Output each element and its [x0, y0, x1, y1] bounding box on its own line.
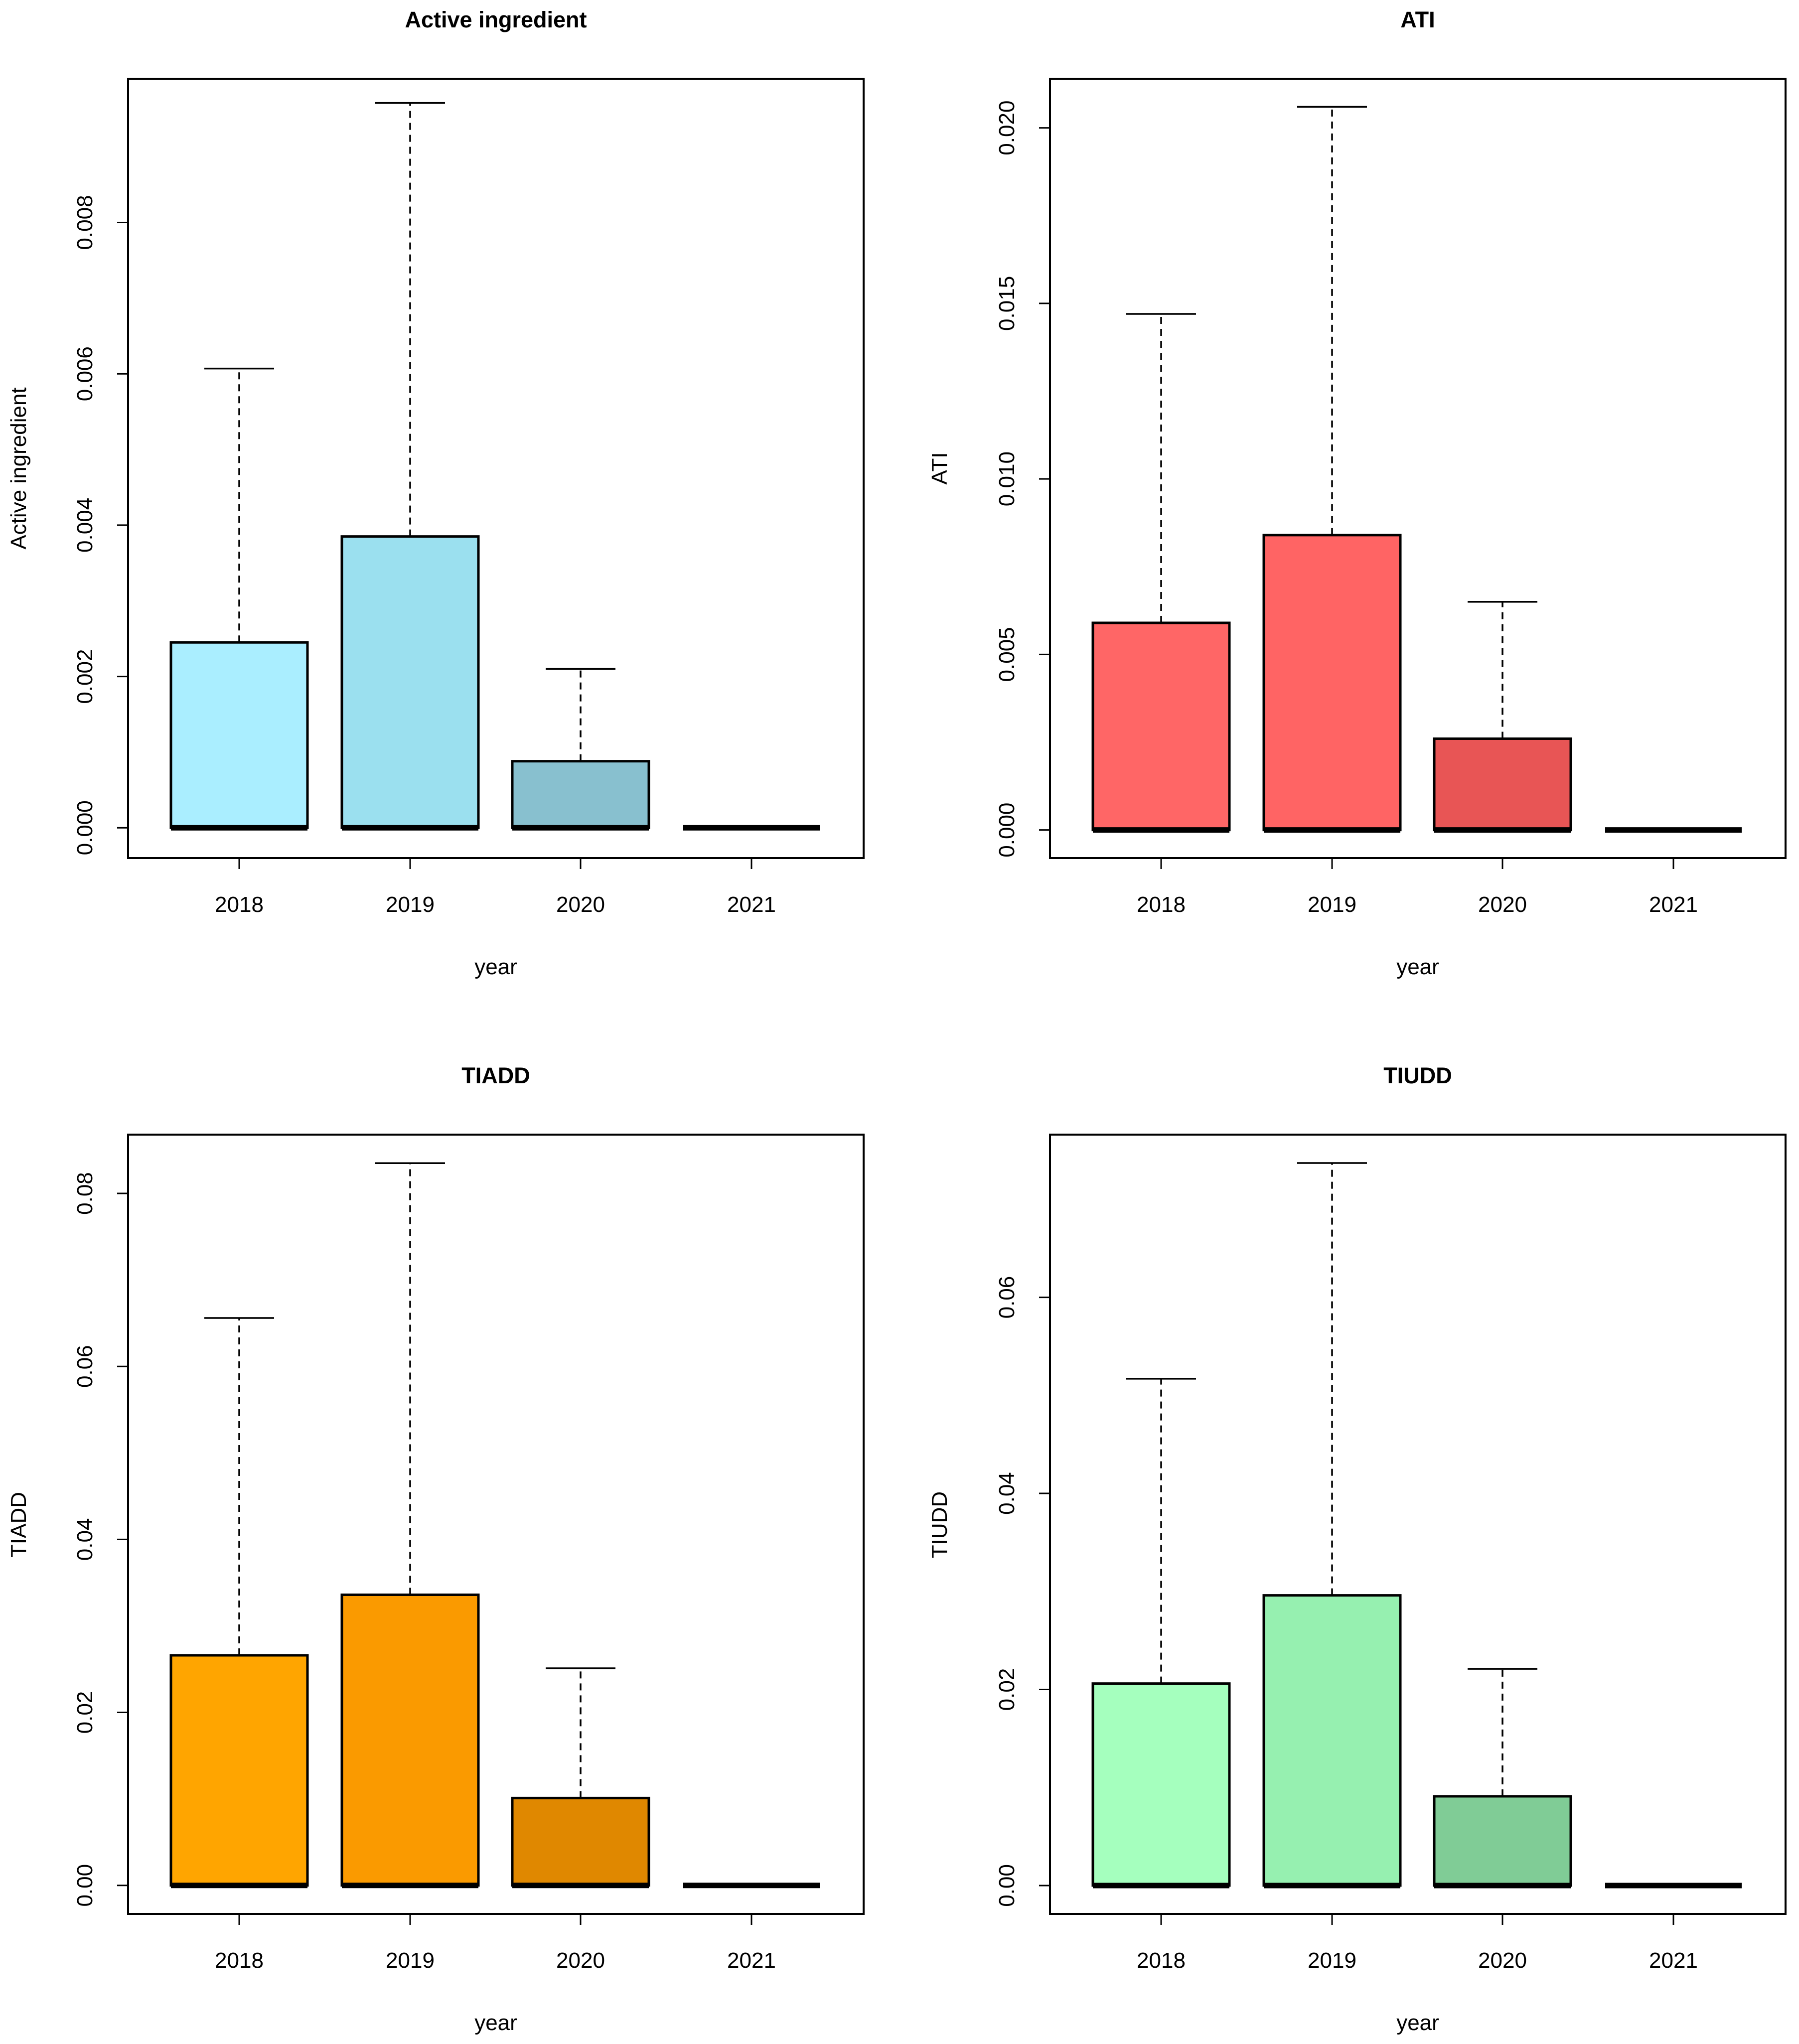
y-tick-label: 0.00: [73, 1864, 97, 1907]
x-tick-label: 2018: [215, 1948, 264, 1973]
y-tick-label: 0.006: [73, 346, 97, 401]
y-axis-label: TIADD: [6, 1492, 31, 1558]
x-tick-label: 2021: [1649, 1948, 1698, 1973]
x-tick-label: 2018: [215, 892, 264, 917]
box-body: [511, 1796, 650, 1887]
box-2019: [1262, 1162, 1402, 1889]
chart-title: TIUDD: [1383, 1063, 1452, 1088]
box-2019: [340, 102, 480, 831]
box-2018: [169, 1317, 309, 1889]
box-body: [1433, 737, 1572, 832]
y-tick-label: 0.06: [995, 1276, 1019, 1319]
chart-title: ATI: [1400, 7, 1435, 32]
x-tick-label: 2020: [1478, 892, 1527, 917]
box-2020: [1433, 1668, 1572, 1889]
box-body: [169, 641, 309, 829]
box-2019: [1262, 106, 1402, 833]
box-body: [169, 1654, 309, 1887]
box-body: [340, 1593, 480, 1887]
box-2018: [169, 367, 309, 831]
y-tick-label: 0.004: [73, 498, 97, 553]
box-body: [1433, 1795, 1572, 1887]
plot-frame: [1049, 78, 1787, 859]
box-2020: [511, 1667, 650, 1889]
x-axis-label: year: [1396, 2011, 1439, 2035]
x-axis-label: year: [474, 955, 517, 979]
x-tick-label: 2021: [727, 1948, 776, 1973]
chart-title: Active ingredient: [405, 7, 587, 32]
x-tick-label: 2019: [1308, 1948, 1356, 1973]
y-tick-label: 0.015: [995, 276, 1019, 331]
box-2018: [1091, 1378, 1231, 1889]
panel-2: ATI 0.000 0.005 0.010 0.015 0.020 ATI 2018 2019 2…: [927, 7, 1787, 979]
box-body: [1262, 534, 1402, 832]
box-2019: [340, 1162, 480, 1889]
box-body: [340, 535, 480, 829]
y-axis-label: Active ingredient: [6, 387, 31, 549]
box-2018: [1091, 313, 1231, 833]
box-body: [1091, 1682, 1231, 1887]
panel-3: TIADD 0.00 0.02 0.04 0.06 0.08 TIADD 2018 2019 20…: [6, 1063, 865, 2035]
y-tick-label: 0.010: [995, 451, 1019, 506]
y-axis-label: ATI: [927, 452, 952, 484]
y-tick-label: 0.06: [73, 1345, 97, 1388]
plot-frame: [127, 78, 865, 859]
y-tick-label: 0.000: [73, 800, 97, 855]
x-axis-label: year: [1396, 955, 1439, 979]
y-axis-label: TIUDD: [927, 1491, 952, 1558]
x-tick-label: 2019: [1308, 892, 1356, 917]
y-tick-label: 0.04: [73, 1518, 97, 1561]
x-tick-label: 2020: [556, 1948, 605, 1973]
plot-frame: [1049, 1134, 1787, 1915]
panel-1: Active ingredient 0.000 0.002 0.004 0.006 0.0…: [6, 7, 865, 979]
x-tick-label: 2020: [1478, 1948, 1527, 1973]
y-tick-label: 0.02: [73, 1691, 97, 1734]
x-tick-label: 2021: [727, 892, 776, 917]
y-tick-label: 0.08: [73, 1172, 97, 1215]
box-body: [1262, 1594, 1402, 1887]
box-2020: [511, 668, 650, 831]
panel-4: TIUDD 0.00 0.02 0.04 0.06 TIUDD 2018 2019 2020 20…: [927, 1063, 1787, 2035]
y-tick-label: 0.002: [73, 649, 97, 704]
y-tick-label: 0.020: [995, 101, 1019, 155]
box-2020: [1433, 600, 1572, 833]
box-body: [1091, 621, 1231, 832]
y-tick-label: 0.000: [995, 803, 1019, 858]
box-body: [511, 760, 650, 829]
y-tick-label: 0.005: [995, 627, 1019, 682]
x-tick-label: 2018: [1137, 1948, 1186, 1973]
plot-frame: [127, 1134, 865, 1915]
x-axis-label: year: [474, 2011, 517, 2035]
y-tick-label: 0.04: [995, 1472, 1019, 1515]
x-tick-label: 2021: [1649, 892, 1698, 917]
y-tick-label: 0.00: [995, 1864, 1019, 1907]
chart-title: TIADD: [461, 1063, 530, 1088]
x-tick-label: 2020: [556, 892, 605, 917]
x-tick-label: 2019: [386, 892, 435, 917]
x-tick-label: 2019: [386, 1948, 435, 1973]
y-tick-label: 0.02: [995, 1668, 1019, 1711]
y-tick-label: 0.008: [73, 195, 97, 250]
x-tick-label: 2018: [1137, 892, 1186, 917]
